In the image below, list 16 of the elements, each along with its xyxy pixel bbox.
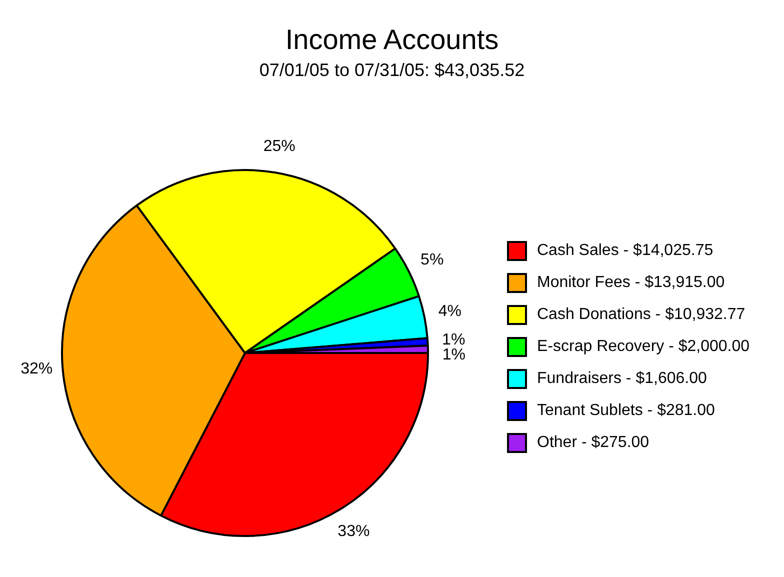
- data-label: 1%: [442, 346, 466, 364]
- legend-label: Tenant Sublets - $281.00: [537, 402, 715, 420]
- chart-subtitle: 07/01/05 to 07/31/05: $43,035.52: [258, 60, 526, 81]
- data-label: 1%: [442, 332, 466, 349]
- data-label: 5%: [420, 251, 444, 268]
- chart-title: Income Accounts: [284, 24, 500, 56]
- legend-label: Fundraisers - $1,606.00: [537, 370, 707, 388]
- legend-label: E-scrap Recovery - $2,000.00: [537, 338, 750, 356]
- data-label: 33%: [338, 522, 370, 540]
- legend-label: Cash Sales - $14,025.75: [537, 242, 714, 260]
- data-label: 32%: [20, 360, 53, 378]
- data-label: 4%: [438, 303, 462, 320]
- legend-label: Cash Donations - $10,932.77: [537, 306, 746, 324]
- legend-label: Other - $275.00: [537, 434, 650, 452]
- legend-label: Monitor Fees - $13,915.00: [537, 274, 725, 292]
- data-label: 25%: [263, 138, 296, 156]
